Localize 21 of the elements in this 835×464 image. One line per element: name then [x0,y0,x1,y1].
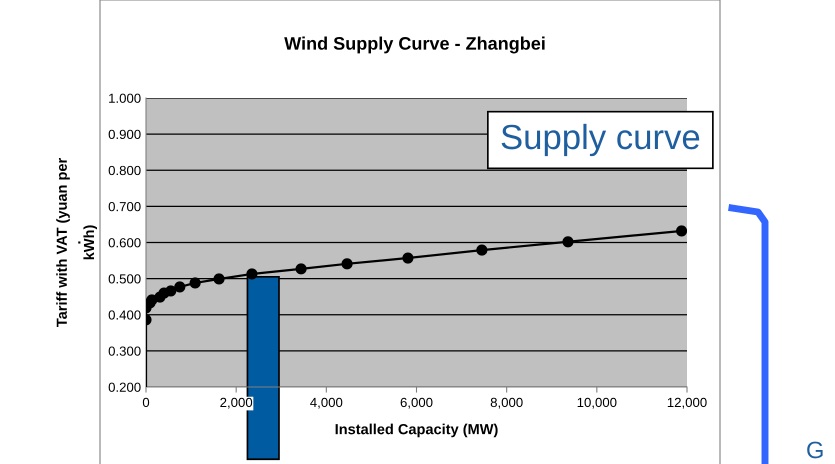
y-tick-label: 0.500 [108,274,141,284]
y-tick-label: 0.200 [108,382,141,392]
x-tick-label: 6,000 [400,398,432,409]
y-tick-label: 0.600 [108,238,141,248]
y-tick-label: 0.800 [108,166,141,176]
x-tick-label: 0 [142,398,150,408]
y-tick-label: 0.300 [108,346,141,356]
x-tick-label: 12,000 [668,398,707,409]
y-tick-label: 1.000 [109,94,141,103]
x-tick-label: 4,000 [310,398,342,409]
y-tick-label: 0.400 [108,310,141,320]
chart-title: Wind Supply Curve - Zhangbei [284,36,545,54]
text: G [807,442,823,458]
x-tick-label: 2,000 [220,398,252,409]
annotation: Supply curve [502,124,700,156]
x-axis-title: Installed Capacity (MW) [336,424,498,438]
x-tick-label: 10,000 [578,398,616,409]
y-axis-title: Tariff with VAT (yuan per . kWh) [56,158,98,328]
x-tick-label: 8,000 [490,398,523,409]
y-tick-label: 0.900 [108,130,141,140]
y-tick-label: 0.700 [108,202,141,212]
